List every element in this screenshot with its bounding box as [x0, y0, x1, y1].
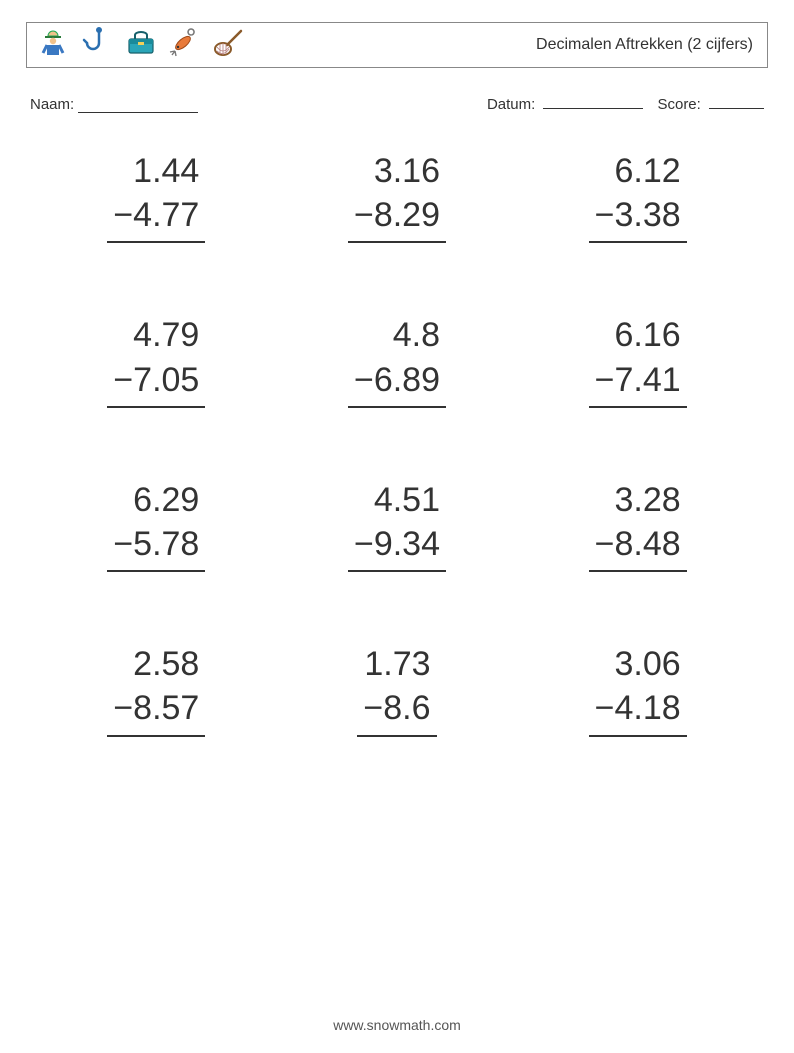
score-label: Score:: [657, 96, 700, 113]
date-label: Datum:: [487, 96, 535, 113]
minuend: 1.44: [107, 149, 205, 193]
fishing-net-icon: [213, 27, 245, 64]
subtrahend: −8.6: [357, 686, 436, 736]
minuend: 6.16: [589, 313, 687, 357]
problems-grid: 1.44−4.773.16−8.296.12−3.384.79−7.054.8−…: [26, 149, 768, 737]
subtrahend: −7.41: [589, 358, 687, 408]
fisherman-icon: [37, 27, 69, 64]
date-blank[interactable]: [543, 94, 643, 109]
problem-8: 4.51−9.34: [287, 478, 508, 572]
icon-strip: [37, 27, 245, 64]
problem-2: 3.16−8.29: [287, 149, 508, 243]
problem-11: 1.73−8.6: [287, 642, 508, 736]
subtrahend: −8.57: [107, 686, 205, 736]
minuend: 3.16: [348, 149, 446, 193]
subtrahend: −4.18: [589, 686, 687, 736]
minuend: 6.12: [589, 149, 687, 193]
problem-1: 1.44−4.77: [46, 149, 267, 243]
subtrahend: −6.89: [348, 358, 446, 408]
problem-9: 3.28−8.48: [527, 478, 748, 572]
subtrahend: −5.78: [107, 522, 205, 572]
header-box: Decimalen Aftrekken (2 cijfers): [26, 22, 768, 68]
problem-10: 2.58−8.57: [46, 642, 267, 736]
subtrahend: −7.05: [107, 358, 205, 408]
fishing-lure-icon: [169, 27, 201, 64]
name-blank[interactable]: [78, 98, 198, 113]
subtrahend: −9.34: [348, 522, 446, 572]
minuend: 4.79: [107, 313, 205, 357]
minuend: 3.28: [589, 478, 687, 522]
minuend: 4.8: [348, 313, 446, 357]
problem-6: 6.16−7.41: [527, 313, 748, 407]
minuend: 6.29: [107, 478, 205, 522]
score-blank[interactable]: [709, 94, 764, 109]
minuend: 1.73: [357, 642, 436, 686]
fish-hook-icon: [81, 27, 113, 64]
problem-7: 6.29−5.78: [46, 478, 267, 572]
subtrahend: −8.29: [348, 193, 446, 243]
problem-12: 3.06−4.18: [527, 642, 748, 736]
subtrahend: −4.77: [107, 193, 205, 243]
problem-5: 4.8−6.89: [287, 313, 508, 407]
minuend: 4.51: [348, 478, 446, 522]
subtrahend: −8.48: [589, 522, 687, 572]
fields-row: Naam: Datum: Score:: [26, 94, 768, 113]
worksheet-title: Decimalen Aftrekken (2 cijfers): [536, 36, 753, 54]
minuend: 2.58: [107, 642, 205, 686]
problem-4: 4.79−7.05: [46, 313, 267, 407]
name-label: Naam:: [30, 96, 74, 113]
problem-3: 6.12−3.38: [527, 149, 748, 243]
minuend: 3.06: [589, 642, 687, 686]
subtrahend: −3.38: [589, 193, 687, 243]
footer-text: www.snowmath.com: [0, 1017, 794, 1033]
tackle-box-icon: [125, 27, 157, 64]
